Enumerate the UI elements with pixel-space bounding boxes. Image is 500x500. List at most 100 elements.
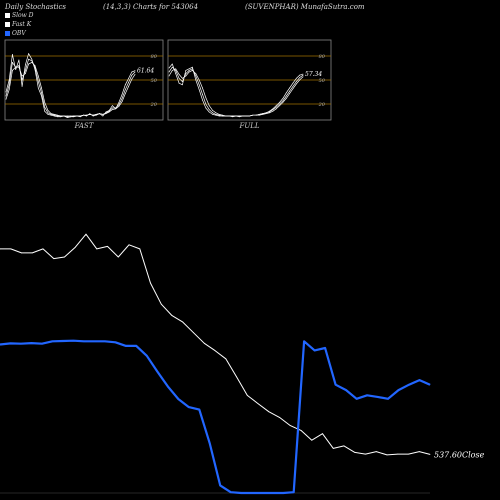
fast-series-3-point xyxy=(28,63,29,65)
close-point xyxy=(107,246,108,247)
fast-series-3-point xyxy=(102,114,104,115)
full-series-1-point xyxy=(212,114,214,115)
chart-header-left: Daily Stochastics xyxy=(5,3,67,11)
full-series-line-2 xyxy=(168,66,304,117)
obv-point xyxy=(52,340,53,342)
fast-series-3-point xyxy=(50,113,52,114)
fast-series-2-point xyxy=(28,58,29,60)
fast-series-1-point xyxy=(66,117,68,118)
full-series-3-point xyxy=(282,102,284,103)
full-series-3-point xyxy=(252,114,254,116)
full-series-3-point xyxy=(185,75,187,77)
full-series-1-point xyxy=(279,102,280,103)
obv-point xyxy=(167,386,169,387)
fast-series-2-point xyxy=(25,70,26,71)
fast-series-2-point xyxy=(41,92,42,94)
close-point xyxy=(42,248,44,250)
full-series-2-point xyxy=(279,103,280,105)
obv-point xyxy=(146,355,148,357)
obv-point xyxy=(31,342,32,344)
fast-series-3-point xyxy=(18,66,20,68)
fast-series-3-point xyxy=(34,65,36,66)
fast-series-1-point xyxy=(37,87,39,89)
fast-series-2-point xyxy=(8,84,10,86)
obv-point xyxy=(177,398,179,400)
full-series-2-point xyxy=(202,94,203,95)
fast-series-3-point xyxy=(25,73,26,74)
full-series-3-point xyxy=(245,115,247,117)
full-series-2-point xyxy=(168,71,170,73)
full-series-3-point xyxy=(269,112,270,114)
full-series-2-point xyxy=(182,81,183,82)
chart-header-middle: (14,3,3) Charts for 543064 xyxy=(103,3,199,11)
obv-point xyxy=(115,341,116,343)
fast-series-3-point xyxy=(21,75,23,77)
full-series-1-point xyxy=(202,99,203,101)
full-series-3-point xyxy=(228,115,230,117)
close-point xyxy=(279,417,280,418)
obv-point xyxy=(104,340,106,342)
full-series-3-point xyxy=(188,71,190,73)
full-series-2-point xyxy=(208,109,210,110)
fast-series-1-point xyxy=(28,53,29,54)
fast-series-2-point xyxy=(115,107,117,109)
fast-series-3-point xyxy=(44,102,46,103)
full-series-2-point xyxy=(299,77,300,78)
close-point xyxy=(354,452,356,453)
obv-point xyxy=(419,379,420,381)
obv-point xyxy=(83,340,85,342)
fast-series-2-point xyxy=(108,110,110,112)
fast-series-1-point xyxy=(131,71,133,73)
close-point xyxy=(289,425,291,426)
fast-series-3-point xyxy=(5,98,7,100)
close-point xyxy=(21,252,22,254)
fast-series-1-point xyxy=(5,91,7,93)
fast-series-3-point xyxy=(79,115,81,117)
fast-series-1-point xyxy=(79,116,81,118)
fast-series-1-point xyxy=(54,115,55,117)
full-series-1-point xyxy=(232,116,234,118)
fast-series-3-point xyxy=(31,62,33,63)
full-tick-label: 50 xyxy=(319,78,326,84)
full-series-3-point xyxy=(198,79,200,81)
fast-series-1-point xyxy=(47,114,49,115)
fast-series-1-point xyxy=(41,95,42,97)
fast-series-1-point xyxy=(60,116,62,118)
obv-point xyxy=(41,343,43,345)
close-point xyxy=(10,248,12,250)
fast-series-3-point xyxy=(54,114,55,115)
fast-series-2-point xyxy=(18,65,20,66)
full-series-2-point xyxy=(185,73,187,74)
full-series-1-point xyxy=(285,92,287,94)
fast-series-3-point xyxy=(41,87,42,89)
full-series-2-point xyxy=(205,103,207,105)
legend-swatch xyxy=(5,22,10,27)
full-series-1-point xyxy=(178,82,180,84)
fast-series-2-point xyxy=(12,62,13,63)
full-series-3-point xyxy=(232,115,234,117)
full-series-3-point xyxy=(249,115,250,117)
fast-series-1-point xyxy=(134,70,136,72)
close-point xyxy=(160,303,162,305)
fast-series-3-point xyxy=(131,78,133,80)
full-series-3-point xyxy=(205,97,207,98)
fast-series-3-point xyxy=(66,115,68,117)
close-point xyxy=(31,252,33,254)
close-point xyxy=(257,403,259,404)
full-series-3-point xyxy=(208,105,210,106)
full-series-2-point xyxy=(178,78,180,79)
full-series-1-point xyxy=(185,70,187,71)
fast-series-1-point xyxy=(86,115,87,117)
obv-point xyxy=(251,492,253,494)
close-point xyxy=(214,350,216,351)
fast-series-3-point xyxy=(86,114,87,116)
close-point xyxy=(171,315,173,316)
fast-series-2-point xyxy=(112,107,113,109)
legend-item-fast-k: Fast K xyxy=(5,21,31,28)
obv-point xyxy=(188,406,190,408)
full-series-3-point xyxy=(225,115,227,117)
obv-point xyxy=(345,389,347,391)
close-point xyxy=(408,453,409,455)
obv-point xyxy=(408,384,410,386)
